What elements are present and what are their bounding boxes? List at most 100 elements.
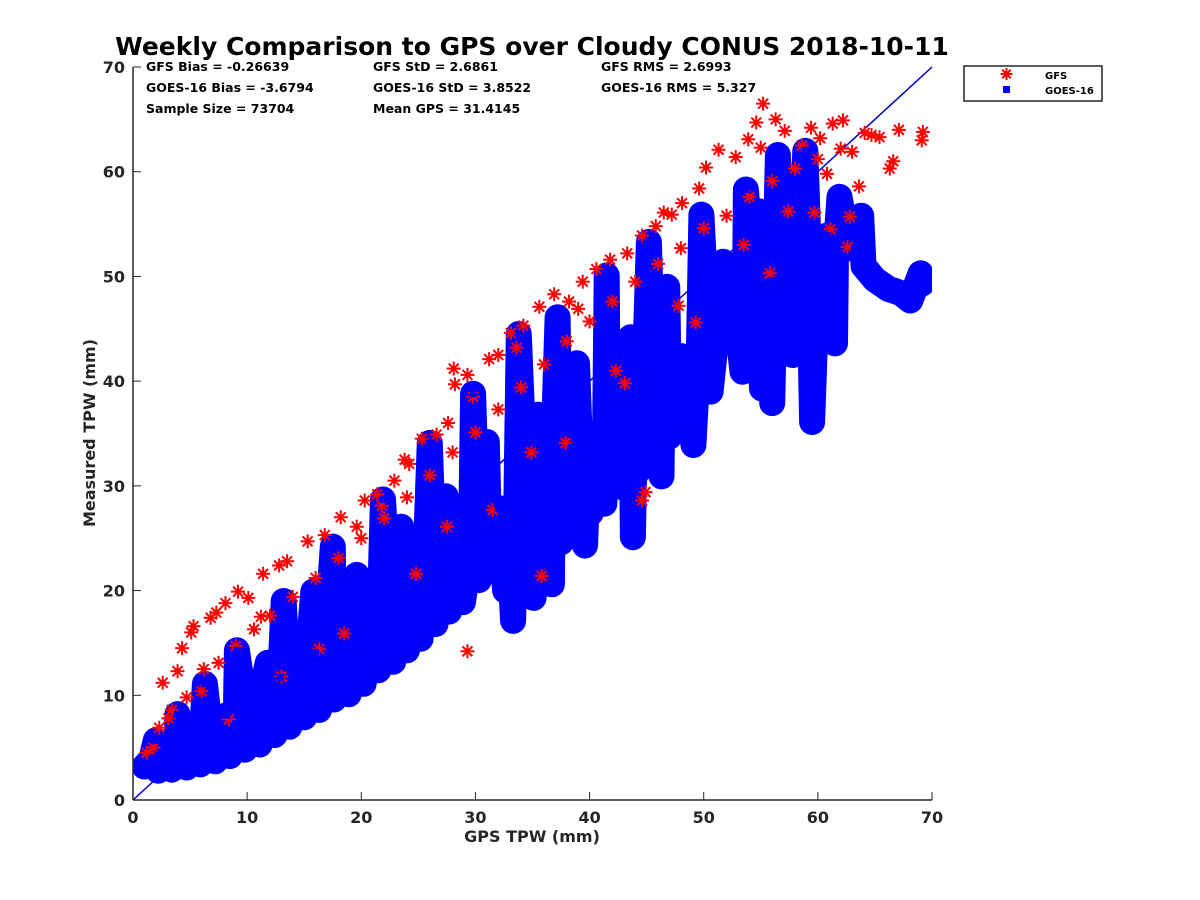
gfs-point [439, 519, 454, 534]
asterisk-stroke [858, 127, 871, 139]
goes16-point [850, 245, 858, 253]
gfs-point [468, 425, 483, 440]
goes16-point [211, 757, 219, 765]
goes16-point [197, 739, 205, 747]
gfs-point [357, 493, 372, 508]
goes16-point [525, 516, 533, 524]
goes16-point [485, 529, 493, 537]
asterisk-stroke [424, 469, 436, 482]
goes16-point [581, 542, 589, 550]
goes16-point [777, 285, 785, 293]
goes16-point [540, 483, 548, 491]
gfs-point [648, 219, 663, 234]
goes16-point [389, 658, 397, 666]
goes16-point [604, 413, 612, 421]
gfs-point [833, 141, 848, 156]
asterisk-stroke [769, 113, 782, 126]
asterisk-stroke [766, 175, 778, 187]
asterisk-stroke [195, 685, 208, 697]
goes16-point [188, 730, 196, 738]
gfs-point [285, 589, 300, 604]
asterisk-stroke [698, 222, 710, 234]
goes16-point [549, 459, 557, 467]
goes16-point [595, 437, 603, 445]
gfs-point [402, 456, 417, 471]
goes16-point [140, 762, 148, 770]
goes16-point [403, 646, 411, 654]
gfs-point [768, 112, 783, 127]
gfs-point [414, 431, 429, 446]
asterisk-stroke [743, 191, 756, 203]
asterisk-stroke [157, 677, 169, 689]
goes16-point [458, 534, 466, 542]
asterisk-stroke [242, 592, 254, 604]
gfs-point [753, 140, 768, 155]
goes16-point [284, 682, 292, 690]
goes16-point [627, 333, 635, 341]
asterisk-stroke [401, 491, 413, 504]
gfs-point [152, 720, 167, 735]
gfs-point [186, 619, 201, 634]
gfs-point [728, 150, 743, 165]
asterisk-stroke [281, 555, 293, 567]
goes16-point [686, 361, 694, 369]
goes16-point [600, 500, 608, 508]
goes16-point [774, 151, 782, 159]
asterisk-stroke [223, 713, 235, 726]
goes16-point [814, 255, 822, 263]
goes16-point [906, 297, 914, 305]
asterisk-stroke [893, 124, 905, 136]
asterisk-stroke [416, 433, 428, 445]
gfs-point [765, 174, 780, 189]
goes16-point [808, 418, 816, 426]
asterisk-stroke [604, 254, 616, 266]
goes16-point [759, 301, 767, 309]
asterisk-stroke [492, 349, 504, 361]
asterisk-stroke [610, 365, 622, 377]
gfs-point [509, 340, 524, 355]
goes16-point [348, 621, 356, 629]
goes16-point [805, 246, 813, 254]
stat-text: GOES-16 RMS = 5.327 [601, 80, 756, 95]
goes16-point [353, 571, 361, 579]
asterisk-stroke [1001, 69, 1012, 79]
asterisk-stroke [166, 704, 178, 716]
x-axis-label: GPS TPW (mm) [464, 827, 600, 846]
gfs-point [617, 376, 632, 391]
goes16-point [616, 483, 624, 491]
gfs-point [155, 675, 170, 690]
legend: GFS GOES-16 [963, 65, 1103, 102]
gfs-point [547, 287, 562, 302]
x-tick-label: 0 [127, 808, 138, 827]
goes16-point [330, 635, 338, 643]
asterisk-stroke [525, 446, 538, 459]
asterisk-stroke [676, 197, 688, 209]
goes16-point [439, 549, 447, 557]
asterisk-stroke [841, 241, 854, 253]
goes16-point [587, 509, 595, 517]
asterisk-stroke [561, 335, 573, 348]
y-tick-label: 10 [103, 686, 125, 705]
gfs-point [671, 298, 686, 313]
goes16-point [223, 711, 231, 719]
asterisk-stroke [805, 122, 817, 134]
legend-gfs-asterisk [1000, 68, 1013, 80]
goes16-point [330, 695, 338, 703]
gfs-point [514, 380, 529, 395]
asterisk-stroke [187, 620, 200, 632]
goes16-point [430, 573, 438, 581]
goes16-point [689, 441, 697, 449]
gfs-point [354, 531, 369, 546]
y-tick-label: 60 [103, 163, 125, 182]
asterisk-stroke [750, 116, 762, 129]
goes16-point [719, 258, 727, 266]
gfs-point [845, 144, 860, 159]
legend-goes16-square-icon [1003, 86, 1010, 93]
goes16-point [917, 269, 925, 277]
gfs-point [825, 116, 840, 131]
y-tick-label: 20 [103, 582, 125, 601]
gfs-point [620, 246, 635, 261]
asterisk-stroke [461, 369, 474, 381]
stat-text: GFS StD = 2.6861 [373, 59, 498, 74]
goes16-point [300, 713, 308, 721]
